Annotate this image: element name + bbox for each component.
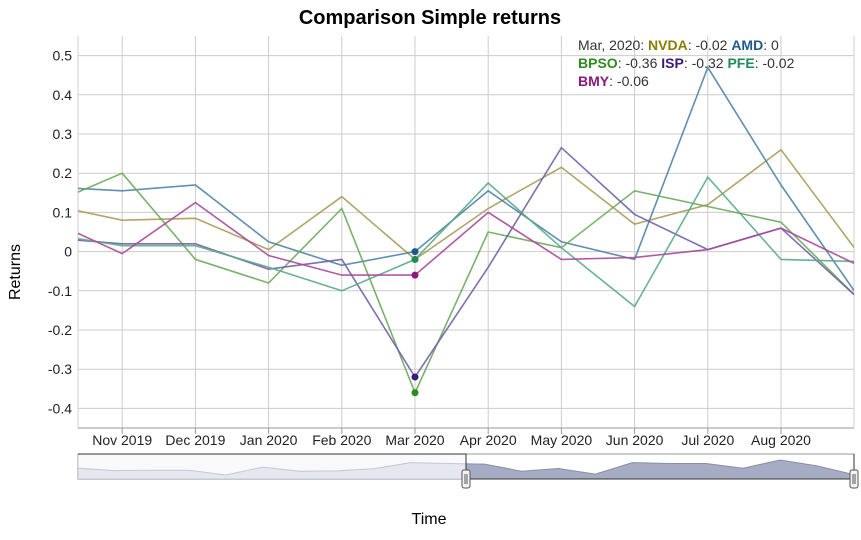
x-tick-label: Apr 2020 <box>460 432 517 448</box>
tooltip-series-value: -0.02 <box>696 37 728 53</box>
marker-pfe <box>411 255 419 263</box>
tooltip-series-name: BPSO <box>578 55 618 71</box>
y-tick-label: 0.1 <box>53 204 73 220</box>
navigator-unselected-mask <box>78 454 466 479</box>
grid <box>77 36 855 429</box>
navigator-handle-left[interactable] <box>461 469 471 489</box>
tooltip-series-name: NVDA <box>648 37 688 53</box>
marker-bpso <box>411 389 419 397</box>
series-lines[interactable] <box>49 65 854 395</box>
y-tick-label: -0.1 <box>48 283 72 299</box>
series-line-pfe[interactable] <box>49 175 854 308</box>
y-tick-label: -0.3 <box>48 361 72 377</box>
tooltip-line-1: Mar, 2020: NVDA: -0.02 AMD: 0 <box>578 37 779 53</box>
x-tick-label: Dec 2019 <box>165 432 225 448</box>
y-tick-label: 0.5 <box>53 48 73 64</box>
chart-title: Comparison Simple returns <box>299 7 561 29</box>
y-tick-label: -0.4 <box>48 400 72 416</box>
tooltip-series-value: 0 <box>771 37 779 53</box>
x-tick-label: Jul 2020 <box>681 432 734 448</box>
x-axis-ticks: Nov 2019 Dec 2019 Jan 2020 Feb 2020 Mar 2020… <box>92 428 811 448</box>
tooltip-series-value: -0.32 <box>692 55 724 71</box>
series-line-amd[interactable] <box>49 65 854 292</box>
tooltip-series-value: -0.36 <box>625 55 657 71</box>
x-axis-label: Time <box>412 511 447 528</box>
tooltip-series-name: PFE <box>727 55 754 71</box>
tooltip-series-value: -0.02 <box>762 55 794 71</box>
y-axis-label: Returns <box>7 244 24 300</box>
tooltip-line-3: BMY: -0.06 <box>578 73 649 89</box>
hover-tooltip: Mar, 2020: NVDA: -0.02 AMD: 0 BPSO: -0.3… <box>578 37 795 89</box>
x-tick-label: Jan 2020 <box>240 432 298 448</box>
hover-markers <box>411 248 419 397</box>
y-tick-label: 0.3 <box>53 126 73 142</box>
tooltip-date: Mar, 2020: <box>578 37 648 53</box>
series-line-bmy[interactable] <box>49 201 854 276</box>
tooltip-series-name: BMY <box>578 73 610 89</box>
tooltip-line-2: BPSO: -0.36 ISP: -0.32 PFE: -0.02 <box>578 55 795 71</box>
marker-bmy <box>411 271 419 279</box>
marker-isp <box>411 373 419 381</box>
x-tick-label: Jun 2020 <box>606 432 664 448</box>
tooltip-series-name: ISP <box>661 55 684 71</box>
x-tick-label: Aug 2020 <box>751 432 811 448</box>
y-axis-ticks: 0.5 0.4 0.3 0.2 0.1 0 -0.1 -0.2 -0.3 -0.4 <box>48 48 72 417</box>
series-line-isp[interactable] <box>49 146 854 379</box>
tooltip-series-name: AMD <box>731 37 763 53</box>
y-tick-label: 0.2 <box>53 165 73 181</box>
series-line-nvda[interactable] <box>49 148 854 261</box>
y-tick-label: 0 <box>64 244 72 260</box>
x-tick-label: Mar 2020 <box>385 432 444 448</box>
range-navigator[interactable] <box>77 453 859 489</box>
y-tick-label: -0.2 <box>48 322 72 338</box>
navigator-handle-right[interactable] <box>849 469 859 489</box>
x-tick-label: Feb 2020 <box>312 432 371 448</box>
x-tick-label: Nov 2019 <box>92 432 152 448</box>
y-tick-label: 0.4 <box>53 87 73 103</box>
navigator-selected-area <box>466 460 854 479</box>
tooltip-series-value: -0.06 <box>617 73 649 89</box>
marker-amd <box>411 248 419 256</box>
x-tick-label: May 2020 <box>531 432 593 448</box>
